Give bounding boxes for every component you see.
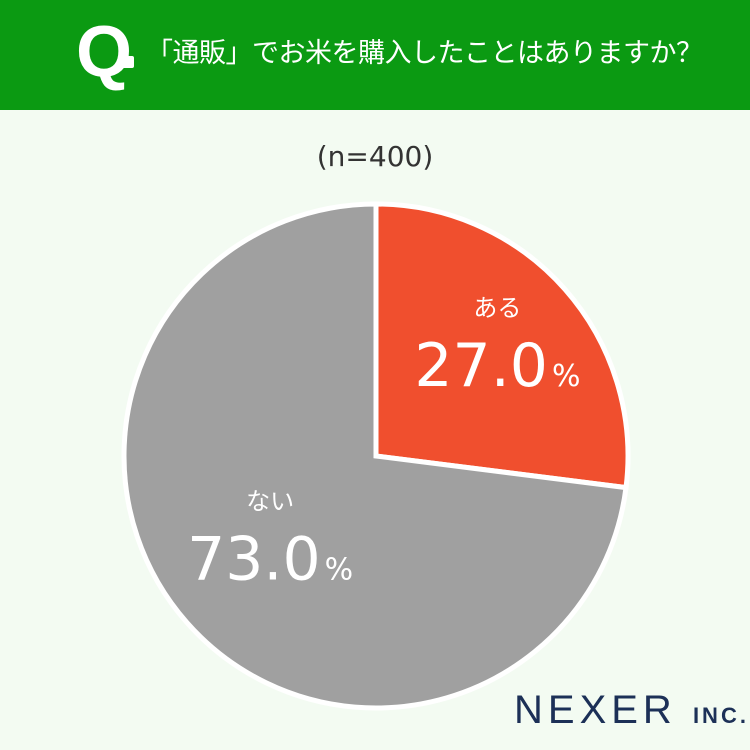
slice-label: ある xyxy=(473,294,521,322)
logo-main-text: NEXER xyxy=(514,688,677,732)
slice-percentage: 73.0% xyxy=(187,524,353,594)
q-dot xyxy=(122,56,134,68)
pie-slice-no xyxy=(121,201,629,711)
question-text: 「通販」でお米を購入したことはありますか？ xyxy=(146,38,703,69)
slice-percentage: 27.0% xyxy=(414,331,580,401)
question-header: Q 「通販」でお米を購入したことはありますか？ xyxy=(0,0,750,110)
sample-size: (n=400) xyxy=(316,140,434,173)
q-mark: Q xyxy=(76,12,133,92)
logo-sub-text: INC. xyxy=(692,703,749,728)
nexer-logo: NEXER INC. xyxy=(514,688,749,733)
pie-slice-yes xyxy=(373,201,631,491)
slice-label: ない xyxy=(246,487,294,515)
